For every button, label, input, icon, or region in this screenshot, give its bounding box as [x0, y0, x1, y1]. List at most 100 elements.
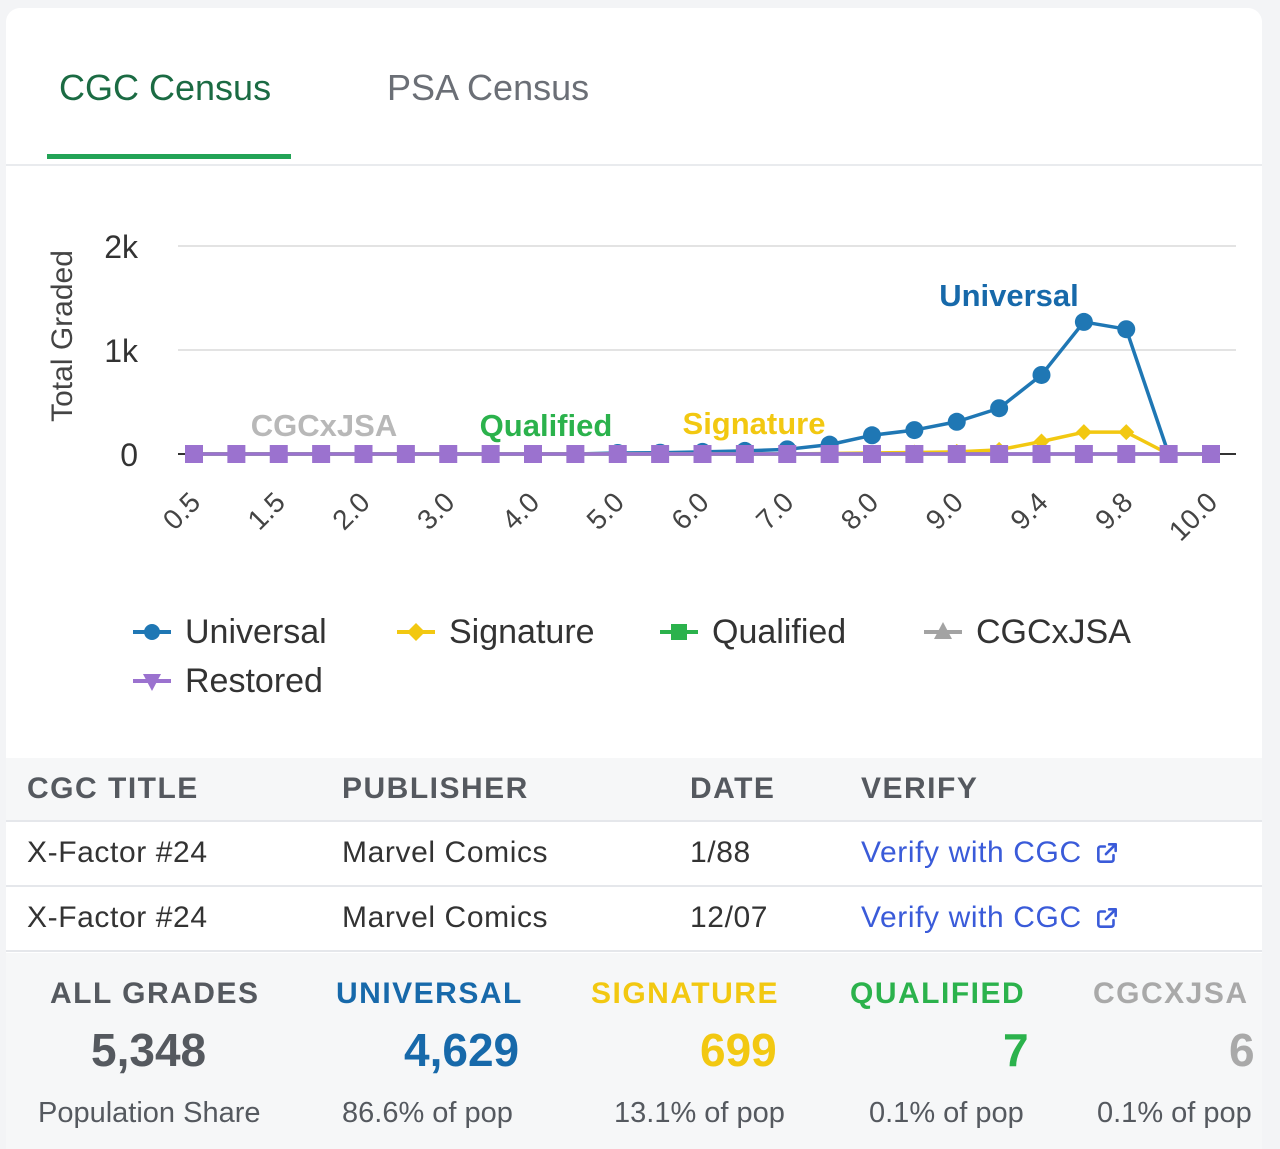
data-point-restored — [227, 445, 246, 463]
stat-label: UNIVERSAL — [336, 977, 523, 1010]
legend-circle-marker-icon — [133, 624, 171, 640]
data-point-universal — [1117, 320, 1136, 339]
table-row: X-Factor #24 Marvel Comics 1/88 Verify w… — [6, 822, 1262, 887]
census-tabs: CGC Census PSA Census — [6, 8, 1262, 166]
census-card: CGC Census PSA Census 0 1k 2k 0.5 1.5 2.0 3.0 4… — [6, 8, 1262, 1149]
stat-share: Population Share — [38, 1097, 261, 1129]
x-tick-label: 1.5 — [242, 486, 291, 535]
legend-item-qualified[interactable]: Qualified — [658, 612, 846, 652]
stat-share: 0.1% of pop — [869, 1097, 1024, 1129]
series-annotation-cgcxjsa: CGCxJSA — [251, 408, 397, 443]
data-point-restored — [863, 445, 881, 463]
series-annotation-qualified: Qualified — [480, 408, 613, 443]
chart-legend: Universal Signature Qualified CGCxJSA — [6, 604, 1262, 714]
data-point-restored — [778, 445, 797, 463]
x-tick-label: 10.0 — [1163, 486, 1223, 546]
data-point-restored — [481, 445, 500, 463]
verify-link-label: Verify with CGC — [861, 836, 1082, 869]
stat-label: QUALIFIED — [850, 977, 1026, 1010]
column-header-publisher: PUBLISHER — [342, 772, 529, 805]
data-point-restored — [396, 445, 415, 463]
x-tick-label: 4.0 — [496, 486, 545, 535]
summary-cgcxjsa: CGCXJSA 6 0.1% of pop — [1091, 953, 1262, 1149]
column-header-title: CGC TITLE — [27, 772, 199, 805]
legend-item-restored[interactable]: Restored — [131, 661, 323, 701]
data-point-restored — [693, 445, 712, 463]
y-tick-label: 1k — [104, 333, 139, 369]
cell-title: X-Factor #24 — [27, 901, 208, 934]
stat-label: SIGNATURE — [591, 977, 779, 1010]
data-point-restored — [524, 445, 542, 463]
legend-item-signature[interactable]: Signature — [395, 612, 595, 652]
x-tick-label: 8.0 — [835, 486, 884, 535]
stat-value: 4,629 — [404, 1024, 520, 1076]
column-header-date: DATE — [690, 772, 776, 805]
x-tick-label: 7.0 — [750, 486, 799, 535]
stat-value: 699 — [700, 1024, 777, 1076]
data-point-restored — [185, 445, 203, 463]
cell-title: X-Factor #24 — [27, 836, 208, 869]
data-point-restored — [820, 445, 839, 463]
legend-square-marker-icon — [660, 624, 698, 640]
verify-link-label: Verify with CGC — [861, 901, 1082, 934]
x-tick-label: 9.0 — [920, 486, 969, 535]
summary-signature: SIGNATURE 699 13.1% of pop — [591, 953, 831, 1149]
stat-share: 0.1% of pop — [1097, 1097, 1252, 1129]
data-point-restored — [1032, 445, 1051, 463]
x-tick-label: 9.8 — [1089, 486, 1138, 535]
y-axis-label: Total Graded — [46, 250, 79, 422]
legend-triangle-marker-icon — [924, 622, 962, 639]
data-point-universal — [990, 399, 1009, 418]
chart-annotations: CGCxJSA Qualified Signature Universal — [249, 277, 1080, 445]
data-point-universal — [1032, 365, 1051, 384]
cell-publisher: Marvel Comics — [342, 836, 549, 869]
legend-diamond-marker-icon — [397, 623, 435, 641]
table-row: X-Factor #24 Marvel Comics 12/07 Verify … — [6, 887, 1262, 952]
stat-share: 86.6% of pop — [342, 1097, 513, 1129]
data-point-restored — [1159, 445, 1178, 463]
stat-value: 6 — [1229, 1024, 1255, 1076]
data-point-signature — [1075, 424, 1092, 441]
data-point-restored — [1117, 445, 1136, 463]
x-tick-label: 0.5 — [157, 486, 206, 535]
data-point-signature — [1118, 424, 1135, 441]
summary-all-grades: ALL GRADES 5,348 Population Share — [26, 953, 266, 1149]
active-tab-indicator — [47, 154, 291, 159]
data-point-restored — [269, 445, 288, 463]
x-tick-label: 9.4 — [1004, 486, 1053, 535]
y-tick-label: 0 — [120, 437, 138, 473]
cell-date: 12/07 — [690, 901, 769, 934]
legend-label: Signature — [449, 612, 595, 651]
chart-series — [185, 312, 1220, 463]
x-tick-label: 5.0 — [581, 486, 630, 535]
legend-label: CGCxJSA — [976, 612, 1131, 651]
series-annotation-universal: Universal — [939, 278, 1079, 313]
stat-label: CGCXJSA — [1093, 977, 1249, 1010]
table-header: CGC TITLE PUBLISHER DATE VERIFY — [6, 758, 1262, 822]
data-point-universal — [947, 412, 966, 431]
x-tick-label: 2.0 — [326, 486, 375, 535]
verify-with-cgc-link[interactable]: Verify with CGC — [861, 901, 1120, 935]
data-point-restored — [354, 445, 373, 463]
data-point-restored — [990, 445, 1009, 463]
external-link-icon — [1096, 843, 1117, 863]
cell-date: 1/88 — [690, 836, 751, 869]
chart-axes: 0 1k 2k 0.5 1.5 2.0 3.0 4.0 5.0 6.0 7.0 8.0 9.0 9.4 9.… — [104, 229, 1236, 547]
legend-item-universal[interactable]: Universal — [131, 612, 327, 652]
data-point-restored — [735, 445, 754, 463]
summary-universal: UNIVERSAL 4,629 86.6% of pop — [316, 953, 556, 1149]
verify-with-cgc-link[interactable]: Verify with CGC — [861, 836, 1120, 870]
grade-summary: ALL GRADES 5,348 Population Share UNIVER… — [6, 953, 1262, 1149]
legend-item-cgcxjsa[interactable]: CGCxJSA — [922, 612, 1131, 652]
column-header-verify: VERIFY — [861, 772, 979, 805]
tab-cgc-census[interactable]: CGC Census — [59, 67, 272, 108]
stat-share: 13.1% of pop — [614, 1097, 785, 1129]
stat-label: ALL GRADES — [50, 977, 260, 1010]
census-chart: 0 1k 2k 0.5 1.5 2.0 3.0 4.0 5.0 6.0 7.0 8.0 9.0 9.4 9.… — [46, 229, 1236, 547]
x-tick-label: 6.0 — [665, 486, 714, 535]
tab-psa-census[interactable]: PSA Census — [387, 67, 590, 108]
data-point-restored — [651, 445, 670, 463]
series-annotation-signature: Signature — [683, 406, 826, 441]
data-point-universal — [863, 426, 881, 445]
summary-qualified: QUALIFIED 7 0.1% of pop — [846, 953, 1086, 1149]
